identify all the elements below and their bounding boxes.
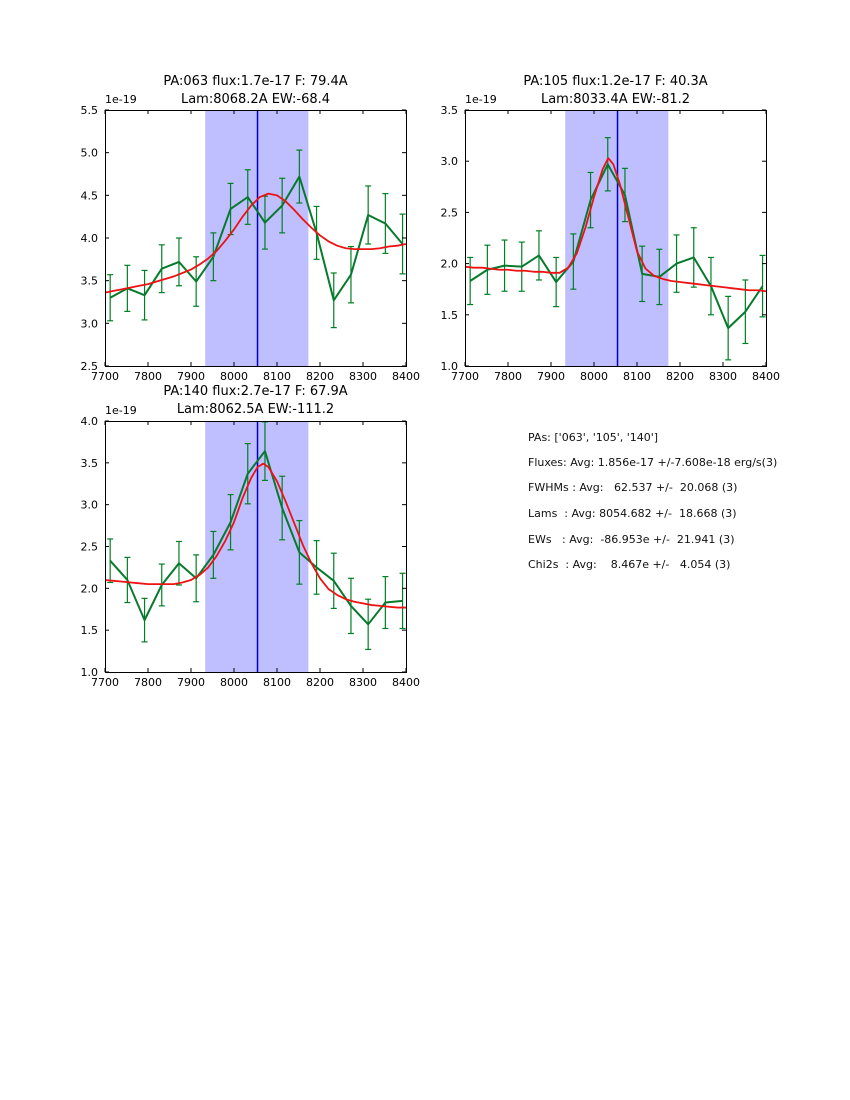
x-tick-label: 7800 <box>494 370 522 383</box>
x-tick-label: 7700 <box>91 676 119 689</box>
y-tick-label: 3.0 <box>81 317 99 330</box>
gaussian-fit-line <box>104 462 406 609</box>
x-tick-label: 8000 <box>220 370 248 383</box>
x-tick-label: 8200 <box>666 370 694 383</box>
subplot-2-title-line1: PA:105 flux:1.2e-17 F: 40.3A <box>523 74 708 89</box>
y-tick-label: 3.5 <box>81 275 99 288</box>
y-tick-label: 1.5 <box>81 624 99 637</box>
subplot-1-title: PA:063 flux:1.7e-17 F: 79.4A Lam:8068.2A… <box>105 73 406 109</box>
x-tick-label: 8300 <box>349 370 377 383</box>
subplot-3: 7700 7800 7900 8000 8100 8200 8300 8400 1.0 1.5 2.… <box>81 404 421 689</box>
y-tick-label: 3.0 <box>441 155 459 168</box>
y-tick-label: 3.0 <box>81 499 99 512</box>
x-tick-label: 8000 <box>220 676 248 689</box>
x-tick-label: 8000 <box>580 370 608 383</box>
y-tick-label: 3.5 <box>441 104 459 117</box>
axes-frame <box>465 110 767 367</box>
subplot-2: 7700 7800 7900 8000 8100 8200 8300 8400 1.0 1.5 2.… <box>441 93 781 383</box>
x-tick-label: 8200 <box>306 676 334 689</box>
subplot-3-title-line2: Lam:8062.5A EW:-111.2 <box>176 402 335 417</box>
gaussian-fit-line <box>104 192 407 294</box>
x-tick-label: 8400 <box>392 370 420 383</box>
subplot-2-title-line2: Lam:8033.4A EW:-81.2 <box>540 92 691 107</box>
subplot-3-title: PA:140 flux:2.7e-17 F: 67.9A Lam:8062.5A… <box>105 383 406 419</box>
y-tick-label: 4.5 <box>81 189 99 202</box>
x-tick-label: 7900 <box>537 370 565 383</box>
y-tick-label: 5.0 <box>81 147 99 160</box>
y-tick-label: 2.5 <box>81 360 99 373</box>
spectrum-line <box>109 175 404 302</box>
x-tick-label: 7900 <box>177 676 205 689</box>
x-tick-label: 7800 <box>134 370 162 383</box>
x-tick-label: 7700 <box>91 370 119 383</box>
x-tick-label: 7900 <box>177 370 205 383</box>
x-tick-label: 8200 <box>306 370 334 383</box>
y-tick-label: 1.0 <box>81 666 99 679</box>
x-tick-label: 8400 <box>752 370 780 383</box>
y-axis-offset-label: 1e-19 <box>465 93 497 106</box>
spectrum-line <box>109 450 403 626</box>
subplot-2-title: PA:105 flux:1.2e-17 F: 40.3A Lam:8033.4A… <box>465 73 766 109</box>
y-tick-label: 2.5 <box>81 541 99 554</box>
y-tick-label: 4.0 <box>81 415 99 428</box>
x-tick-label: 8100 <box>263 370 291 383</box>
y-tick-label: 1.0 <box>441 360 459 373</box>
y-axis-offset-label: 1e-19 <box>105 404 137 417</box>
y-tick-label: 4.0 <box>81 232 99 245</box>
x-tick-label: 8400 <box>392 676 420 689</box>
x-tick-label: 8300 <box>349 676 377 689</box>
y-tick-label: 2.0 <box>81 582 99 595</box>
subplot-3-title-line1: PA:140 flux:2.7e-17 F: 67.9A <box>163 384 348 399</box>
x-tick-label: 7700 <box>451 370 479 383</box>
y-tick-label: 2.0 <box>441 258 459 271</box>
subplot-1-title-line1: PA:063 flux:1.7e-17 F: 79.4A <box>163 74 348 89</box>
subplot-1: 7700 7800 7900 8000 8100 8200 8300 8400 2.5 3.0 3.… <box>81 93 421 383</box>
y-tick-label: 5.5 <box>81 104 99 117</box>
y-tick-label: 1.5 <box>441 309 459 322</box>
spectrum-line <box>469 163 764 330</box>
y-tick-label: 3.5 <box>81 457 99 470</box>
x-tick-label: 8100 <box>263 676 291 689</box>
gaussian-fit-line <box>464 157 767 293</box>
x-tick-label: 7800 <box>134 676 162 689</box>
x-tick-label: 8100 <box>623 370 651 383</box>
y-axis-offset-label: 1e-19 <box>105 93 137 106</box>
x-tick-label: 8300 <box>709 370 737 383</box>
subplot-1-title-line2: Lam:8068.2A EW:-68.4 <box>180 92 331 107</box>
y-tick-label: 2.5 <box>441 206 459 219</box>
